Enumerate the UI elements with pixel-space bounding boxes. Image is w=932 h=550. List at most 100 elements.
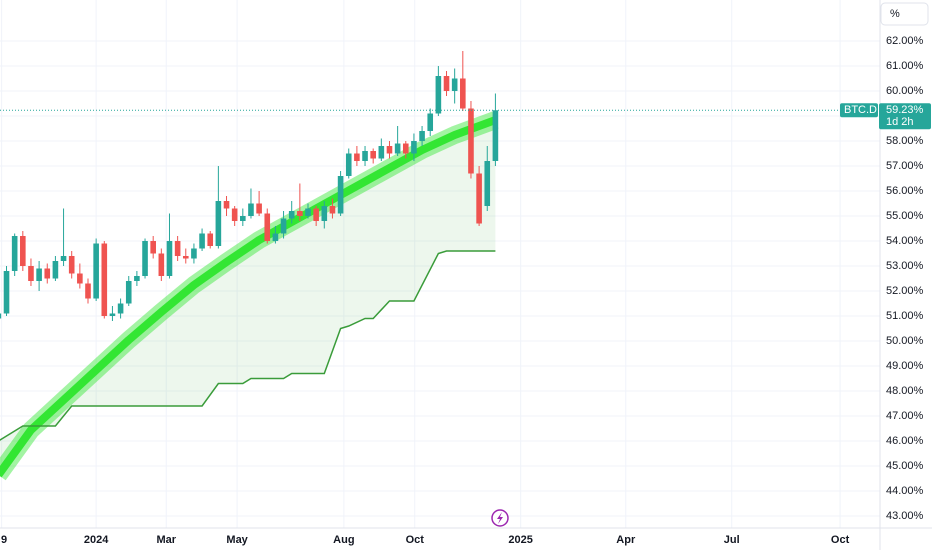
candle-body bbox=[321, 206, 328, 221]
candle-body bbox=[402, 143, 409, 154]
y-tick-label: 45.00% bbox=[886, 460, 924, 472]
candle-body bbox=[28, 266, 34, 281]
candle-body bbox=[93, 243, 99, 299]
y-tick-label: 61.00% bbox=[886, 60, 924, 72]
candle-body bbox=[394, 143, 401, 154]
candle-body bbox=[223, 201, 230, 209]
candle-body bbox=[443, 76, 450, 91]
candle-body bbox=[305, 208, 311, 216]
candle-body bbox=[240, 216, 246, 221]
x-tick-label: 2025 bbox=[508, 534, 532, 546]
candle-body bbox=[256, 203, 262, 214]
y-tick-label: 60.00% bbox=[886, 85, 924, 97]
candle-body bbox=[427, 113, 434, 131]
candle-body bbox=[460, 78, 466, 109]
candle-body bbox=[272, 233, 279, 241]
candle-body bbox=[207, 233, 214, 246]
candle-body bbox=[231, 208, 238, 221]
candle-body bbox=[11, 236, 18, 271]
scale-button[interactable] bbox=[880, 2, 929, 26]
x-tick-label: Aug bbox=[333, 534, 354, 546]
candle-body bbox=[174, 241, 181, 256]
candle-body bbox=[476, 173, 482, 224]
candle-body bbox=[150, 241, 156, 254]
y-tick-label: 46.00% bbox=[886, 435, 924, 447]
candle-body bbox=[411, 141, 417, 154]
y-tick-label: 58.00% bbox=[886, 135, 924, 147]
x-tick-label: May bbox=[226, 534, 248, 546]
lightning-icon[interactable] bbox=[491, 509, 509, 527]
candle-body bbox=[264, 213, 271, 241]
candle-body bbox=[313, 208, 319, 221]
candle-body bbox=[345, 153, 352, 176]
band-fill bbox=[0, 120, 496, 473]
candle-body bbox=[52, 261, 59, 279]
y-tick-label: 43.00% bbox=[886, 510, 924, 522]
candle-body bbox=[3, 271, 10, 314]
x-tick-label: Oct bbox=[406, 534, 425, 546]
y-tick-label: 54.00% bbox=[886, 235, 924, 247]
countdown-label: 1d 2h bbox=[886, 116, 914, 128]
candle-body bbox=[0, 313, 2, 319]
candle-body bbox=[117, 303, 124, 314]
y-tick-label: 57.00% bbox=[886, 160, 924, 172]
candle-body bbox=[142, 241, 148, 276]
candle-body bbox=[386, 146, 393, 154]
y-tick-label: 49.00% bbox=[886, 360, 924, 372]
y-tick-label: 53.00% bbox=[886, 260, 924, 272]
candle-body bbox=[20, 236, 26, 266]
candle-body bbox=[166, 241, 173, 276]
candle-body bbox=[182, 256, 189, 259]
x-tick-label: 9 bbox=[1, 534, 7, 546]
candle-body bbox=[354, 153, 360, 161]
last-price-label: 59.23% bbox=[886, 104, 924, 116]
candle-body bbox=[36, 268, 42, 281]
y-tick-label: 50.00% bbox=[886, 335, 924, 347]
overlay-line bbox=[0, 250, 496, 441]
candle-body bbox=[158, 253, 165, 276]
y-tick-label: 56.00% bbox=[886, 185, 924, 197]
candle-body bbox=[370, 151, 376, 159]
candle-body bbox=[280, 218, 287, 234]
candle-body bbox=[297, 211, 303, 216]
candle-body bbox=[68, 256, 75, 274]
candle-body bbox=[337, 176, 344, 214]
y-tick-label: 48.00% bbox=[886, 385, 924, 397]
candle-body bbox=[44, 268, 51, 279]
candle-body bbox=[329, 206, 336, 214]
candle-body bbox=[492, 110, 499, 161]
y-tick-label: 62.00% bbox=[886, 35, 924, 47]
y-tick-label: 51.00% bbox=[886, 310, 924, 322]
candle-body bbox=[60, 256, 67, 261]
scale-button-label[interactable]: % bbox=[890, 8, 900, 20]
x-tick-label: Mar bbox=[156, 534, 176, 546]
x-tick-label: 2024 bbox=[84, 534, 109, 546]
candle-body bbox=[101, 243, 108, 316]
x-tick-label: Apr bbox=[616, 534, 636, 546]
candle-body bbox=[248, 203, 254, 216]
y-tick-label: 52.00% bbox=[886, 285, 924, 297]
candle-body bbox=[435, 76, 442, 114]
candle-body bbox=[85, 283, 91, 299]
last-price-tag bbox=[879, 103, 931, 130]
candle-body bbox=[484, 161, 491, 206]
candle-body bbox=[362, 151, 368, 161]
candle-body bbox=[191, 248, 197, 259]
candle-body bbox=[419, 131, 425, 141]
candle-body bbox=[199, 233, 205, 249]
candle-body bbox=[378, 146, 385, 159]
candle-body bbox=[288, 211, 295, 219]
y-tick-label: 44.00% bbox=[886, 485, 924, 497]
candle-body bbox=[77, 273, 83, 284]
candle-body bbox=[451, 78, 458, 91]
symbol-tag bbox=[840, 103, 878, 118]
symbol-label: BTC.D bbox=[844, 104, 877, 116]
candle-body bbox=[215, 201, 222, 246]
overlay-line bbox=[0, 116, 497, 478]
y-tick-label: 55.00% bbox=[886, 210, 924, 222]
y-tick-label: 47.00% bbox=[886, 410, 924, 422]
candle-body bbox=[125, 281, 132, 304]
x-tick-label: Jul bbox=[724, 534, 740, 546]
candle-body bbox=[468, 108, 474, 174]
